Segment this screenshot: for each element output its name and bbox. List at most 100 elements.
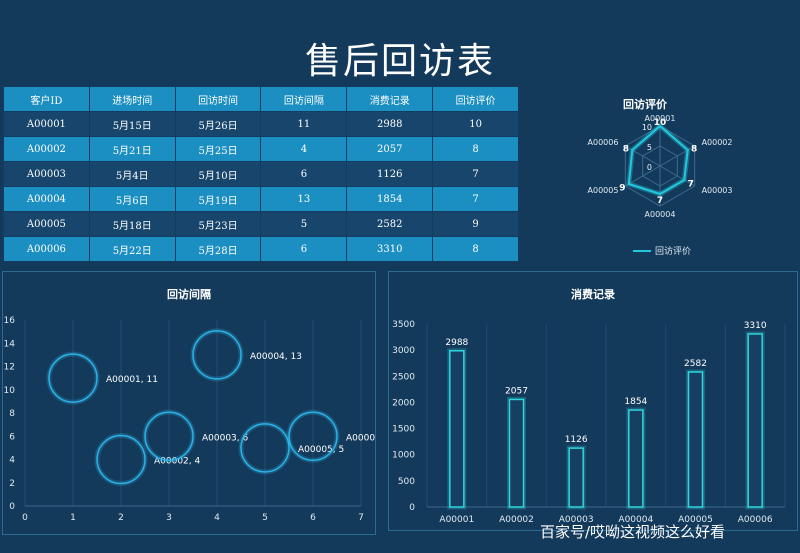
radar-data-label: 10 <box>654 118 667 128</box>
bar-y-tick-label: 500 <box>398 477 415 487</box>
table-row: A00003 5月4日 5月10日 6 1126 7 <box>3 161 519 187</box>
table-row: A00004 5月6日 5月19日 13 1854 7 <box>3 186 519 212</box>
bar-chart-title: 消费记录 <box>571 288 615 301</box>
page-title: 售后回访表 <box>304 41 495 82</box>
scatter-point-label: A00002, 4 <box>154 457 201 467</box>
scatter-y-tick-label: 10 <box>4 386 16 396</box>
table-cell: 5 <box>260 211 348 237</box>
column-header: 回访间隔 <box>260 86 348 112</box>
table-row: A00005 5月18日 5月23日 5 2582 9 <box>3 211 519 237</box>
table-cell: 5月22日 <box>88 236 176 262</box>
table-cell: 5月4日 <box>88 161 176 187</box>
bar <box>568 447 584 508</box>
radar-data-label: 9 <box>619 184 625 194</box>
table-cell: A00003 <box>3 161 90 187</box>
column-header: 回访时间 <box>174 86 262 112</box>
table-cell: 4 <box>260 136 348 162</box>
table-cell: 5月19日 <box>174 186 262 212</box>
bar-category-label: A00005 <box>678 515 713 525</box>
radar-category-label: A00006 <box>588 138 619 147</box>
scatter-y-tick-label: 6 <box>9 432 15 442</box>
bar-category-label: A00002 <box>499 515 534 525</box>
column-header: 消费记录 <box>346 86 434 112</box>
radar-tick-label: 0 <box>647 163 652 172</box>
bar-chart-panel: 消费记录 0 500 1000 1500 2000 2500 3000 3500 2988 A00… <box>388 271 798 531</box>
table-cell: A00006 <box>3 236 90 262</box>
scatter-point-label: A00001, 11 <box>106 375 158 385</box>
scatter-x-tick-label: 0 <box>22 513 28 523</box>
bar-data-label: 2988 <box>445 338 468 348</box>
radar-data-label: 7 <box>657 196 663 206</box>
scatter-x-tick-label: 7 <box>358 513 364 523</box>
radar-chart-title: 回访评价 <box>623 98 667 111</box>
scatter-y-tick-label: 16 <box>4 316 16 326</box>
table-row: A00002 5月21日 5月25日 4 2057 8 <box>3 136 519 162</box>
bar-y-tick-label: 2000 <box>392 398 415 408</box>
table-cell: 2057 <box>346 136 434 162</box>
table-cell: 3310 <box>346 236 434 262</box>
table-cell: 10 <box>432 111 519 137</box>
table-cell: 7 <box>432 186 519 212</box>
table-cell: 9 <box>432 211 519 237</box>
bar <box>747 333 763 508</box>
table-cell: 8 <box>432 236 519 262</box>
bar-data-label: 2582 <box>684 359 707 369</box>
data-table: 客户ID 进场时间 回访时间 回访间隔 消费记录 回访评价 A00001 5月15日 5月26… <box>3 86 519 262</box>
scatter-y-tick-label: 0 <box>9 502 15 512</box>
scatter-point-label: A00003, 6 <box>202 433 249 443</box>
radar-data-label: 8 <box>623 145 629 155</box>
scatter-x-tick-label: 1 <box>70 513 76 523</box>
bar-y-tick-label: 1000 <box>392 451 415 461</box>
scatter-y-tick-label: 12 <box>4 363 15 373</box>
radar-category-label: A00002 <box>702 138 733 147</box>
table-cell: 6 <box>260 236 348 262</box>
table-cell: 5月18日 <box>88 211 176 237</box>
table-cell: 13 <box>260 186 348 212</box>
radar-data-label: 7 <box>688 180 694 190</box>
radar-category-label: A00003 <box>702 186 733 195</box>
watermark-text: 百家号/哎呦这视频这么好看 <box>540 523 726 541</box>
column-header: 客户ID <box>3 86 90 112</box>
radar-spoke <box>625 165 661 187</box>
radar-spoke <box>625 145 661 167</box>
bar-y-tick-label: 1500 <box>392 425 415 435</box>
scatter-y-tick-label: 14 <box>4 339 16 349</box>
table-cell: A00001 <box>3 111 90 137</box>
radar-chart: 0 5 10 10 8 7 7 9 8 A00001 A00002 A00003 A00004 A0000… <box>588 114 733 257</box>
table-cell: 5月21日 <box>88 136 176 162</box>
bar-category-label: A00001 <box>439 515 474 525</box>
table-cell: 5月26日 <box>174 111 262 137</box>
scatter-x-tick-label: 6 <box>310 513 316 523</box>
scatter-y-tick-label: 4 <box>9 456 15 466</box>
scatter-point <box>144 411 194 461</box>
radar-data-label: 8 <box>691 145 697 155</box>
column-header: 回访评价 <box>432 86 519 112</box>
radar-category-label: A00005 <box>588 186 619 195</box>
scatter-point <box>48 353 98 403</box>
bar-y-tick-label: 3500 <box>392 320 415 330</box>
table-cell: 5月25日 <box>174 136 262 162</box>
bar-data-label: 2057 <box>505 386 528 396</box>
scatter-x-tick-label: 4 <box>214 513 220 523</box>
bar <box>449 350 465 508</box>
table-body: A00001 5月15日 5月26日 11 2988 10 A00002 5月21日 5月25日… <box>3 111 519 262</box>
scatter-x-tick-label: 3 <box>166 513 172 523</box>
scatter-point-label: A00004, 13 <box>250 352 302 362</box>
scatter-y-tick-label: 2 <box>9 479 15 489</box>
bar <box>508 398 525 508</box>
scatter-chart-panel: 回访间隔 0 1 2 3 4 5 6 7 0 2 4 6 8 10 12 14 16 A00001, 11 A000… <box>2 271 376 535</box>
scatter-x-tick-label: 5 <box>262 513 268 523</box>
radar-tick-label: 10 <box>642 123 652 132</box>
radar-category-label: A00004 <box>645 210 676 219</box>
scatter-point <box>96 434 146 485</box>
table-cell: A00004 <box>3 186 90 212</box>
table-cell: 5月28日 <box>174 236 262 262</box>
radar-spoke <box>659 165 695 187</box>
table-row: A00001 5月15日 5月26日 11 2988 10 <box>3 111 519 137</box>
table-cell: 11 <box>260 111 348 137</box>
bar-category-label: A00003 <box>559 515 594 525</box>
table-cell: 5月6日 <box>88 186 176 212</box>
bar <box>628 409 644 508</box>
table-header-row: 客户ID 进场时间 回访时间 回访间隔 消费记录 回访评价 <box>3 86 519 112</box>
